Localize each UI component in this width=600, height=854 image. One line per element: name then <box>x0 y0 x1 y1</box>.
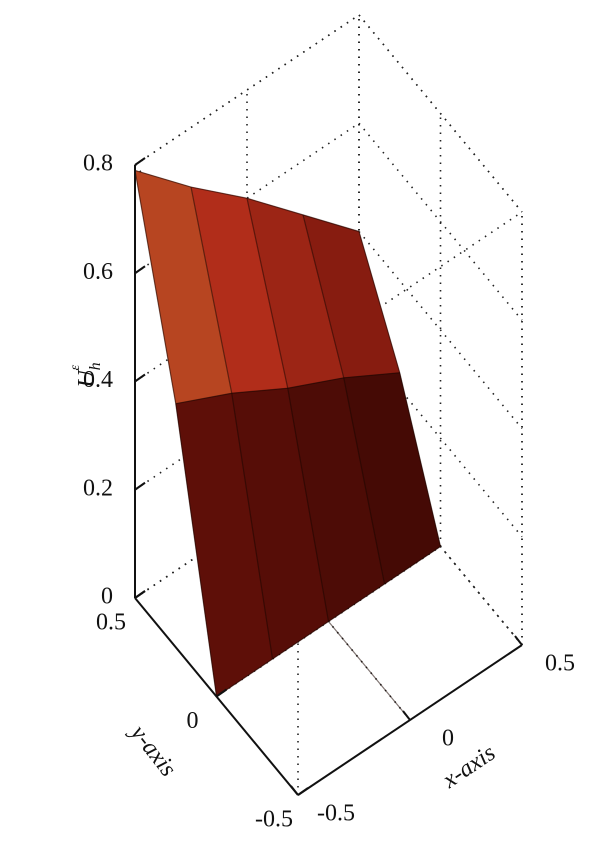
mesh-line <box>246 197 304 216</box>
y-axis-label: y-axis <box>124 719 181 782</box>
mesh-line <box>190 186 233 394</box>
mesh-line <box>272 621 329 660</box>
y-tick <box>215 688 228 698</box>
z-tick-label: 0.4 <box>83 367 113 393</box>
y-tick <box>134 590 146 599</box>
y-tick-label: 0 <box>187 708 199 734</box>
z-grid-line <box>134 14 360 166</box>
mesh-line <box>328 621 370 672</box>
z-grid-line <box>358 122 523 321</box>
mesh-line <box>328 583 385 622</box>
z-tick <box>134 481 146 491</box>
mesh-line <box>287 377 344 389</box>
z-tick <box>134 157 146 166</box>
mesh-line <box>231 387 288 394</box>
z-grid-line <box>358 14 523 213</box>
mesh-line <box>231 393 274 660</box>
z-grid-line <box>358 230 523 430</box>
mesh-line <box>246 198 289 389</box>
y-tick <box>297 787 309 796</box>
y-tick-label: 0.5 <box>96 610 126 636</box>
z-tick <box>134 373 146 383</box>
z-label-sub: h <box>87 362 104 370</box>
z-tick-label: 0.2 <box>83 475 113 501</box>
mesh-line <box>134 170 177 404</box>
surface <box>134 169 442 721</box>
x-tick <box>402 710 411 721</box>
z-label-base: U <box>74 369 100 388</box>
z-tick-label: 0.8 <box>83 151 113 177</box>
x-tick-label: 0.5 <box>545 651 575 677</box>
mesh-line <box>343 377 386 585</box>
mesh-line <box>287 388 330 622</box>
z-tick-label: 0.6 <box>83 259 113 285</box>
z-tick-label: 0 <box>101 584 113 610</box>
mesh-line <box>190 186 248 199</box>
mesh-line <box>358 231 401 373</box>
z-grid-line <box>358 339 523 538</box>
x-tick <box>514 635 523 646</box>
mesh-line <box>134 169 192 188</box>
mesh-line <box>175 403 218 697</box>
mesh-line <box>343 372 400 379</box>
y-tick-label: -0.5 <box>255 807 293 833</box>
z-tick <box>134 265 146 275</box>
box-edge <box>134 14 360 166</box>
z-label-sup: ε <box>68 364 83 370</box>
mesh-line <box>302 214 345 378</box>
x-tick-label: 0 <box>442 726 454 752</box>
mesh-line <box>175 392 232 405</box>
x-tick-label: -0.5 <box>317 801 355 827</box>
axes: 00.20.40.60.8-0.500.5-0.500.5 <box>83 151 575 833</box>
mesh-line <box>399 372 442 547</box>
mesh-line <box>384 546 441 585</box>
x-tick <box>290 785 299 796</box>
z-axis-label: Uhε <box>68 362 103 387</box>
mesh-line <box>302 214 360 233</box>
